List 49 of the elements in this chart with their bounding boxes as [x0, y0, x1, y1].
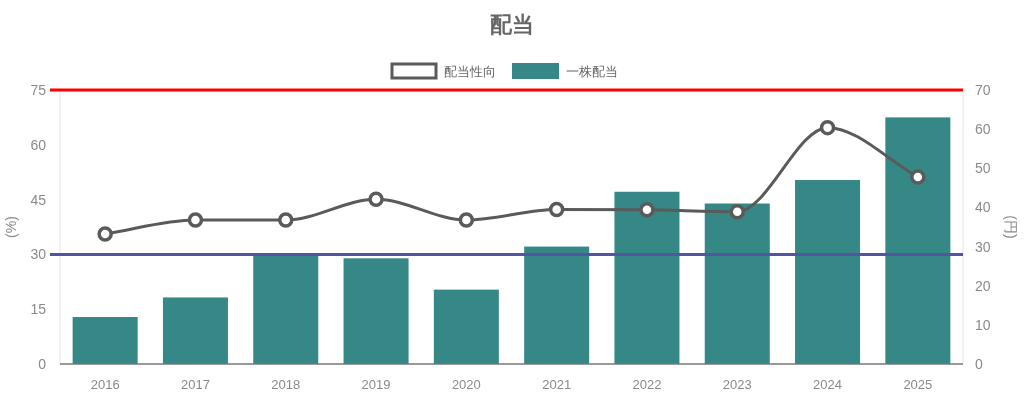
- point: [97, 226, 113, 242]
- bar: [162, 297, 228, 364]
- point: [729, 203, 745, 220]
- chart-title: 配当: [490, 12, 534, 37]
- bar: [795, 180, 861, 364]
- bar: [704, 203, 770, 364]
- point: [548, 201, 565, 218]
- x-tick-label: 2016: [90, 377, 120, 392]
- x-tick-label: 2023: [722, 377, 752, 392]
- bar: [253, 254, 319, 364]
- y2-axis-title: (円): [1003, 215, 1019, 239]
- y-tick-label: 30: [30, 246, 47, 263]
- y-tick-label: 0: [38, 356, 47, 372]
- point: [639, 202, 655, 218]
- bar: [72, 317, 138, 364]
- x-tick-label: 2021: [542, 377, 572, 392]
- point: [458, 212, 475, 228]
- x-tick-label: 2025: [903, 377, 933, 392]
- x-tick-label: 2024: [813, 377, 843, 392]
- y2-tick-label: 20: [975, 277, 991, 294]
- legend-label: 配当性向: [444, 64, 496, 79]
- y2-tick-label: 30: [975, 238, 991, 255]
- point: [187, 212, 204, 228]
- y-tick-label: 60: [30, 136, 47, 153]
- y2-tick-label: 0: [975, 356, 983, 372]
- y2-tick-label: 40: [975, 199, 991, 216]
- bar: [885, 117, 951, 364]
- y2-tick-label: 60: [975, 121, 991, 138]
- point: [910, 169, 926, 185]
- legend-label: 一株配当: [566, 64, 618, 79]
- y-tick-label: 15: [30, 301, 47, 318]
- bar: [524, 246, 590, 364]
- x-tick-label: 2018: [271, 377, 301, 392]
- y-tick-label: 45: [30, 191, 47, 208]
- y2-tick-label: 50: [975, 160, 991, 177]
- point: [278, 212, 294, 228]
- y2-tick-label: 10: [975, 316, 991, 333]
- bar: [614, 191, 680, 364]
- y-axis-title: (%): [3, 216, 19, 238]
- point: [819, 119, 836, 136]
- y-tick-label: 75: [30, 82, 47, 98]
- y2-tick-label: 70: [975, 82, 991, 98]
- point: [368, 191, 384, 207]
- x-tick-label: 2017: [180, 377, 210, 392]
- x-tick-label: 2019: [361, 377, 391, 392]
- bar: [433, 289, 499, 364]
- bar: [343, 258, 409, 364]
- x-tick-label: 2020: [451, 377, 481, 392]
- x-tick-label: 2022: [632, 377, 662, 392]
